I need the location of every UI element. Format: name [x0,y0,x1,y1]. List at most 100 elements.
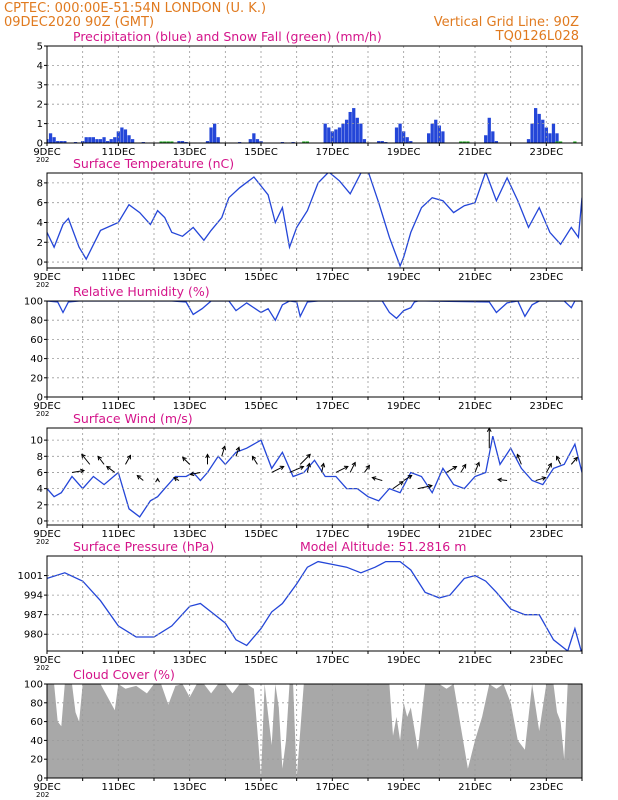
y-tick-label: 980 [24,630,43,641]
panel-data [47,173,582,268]
wind-arrow-head [371,476,377,481]
wind-arrow-shaft [97,456,105,465]
wind-arrow-head [251,455,257,461]
precip-bar [430,123,434,143]
precip-bar [323,123,327,143]
panel-background [47,301,582,397]
x-tick-label: 23DEC [529,147,563,158]
wind-arrow-shaft [299,454,311,465]
x-tick-label: 19DEC [387,401,421,412]
precip-bar [437,125,441,143]
precip-bar [487,117,491,143]
wind-arrow-head [320,462,326,468]
header-model-code: TQ0126L028 [495,29,579,44]
wind-panel-title: Surface Wind (m/s) [73,411,193,426]
snow-bar [170,141,174,143]
wind-arrow-shaft [446,466,457,473]
wind-arrow-shaft [516,454,522,465]
wind-arrow-shaft [535,477,546,482]
panel-frame [46,427,583,526]
wind-arrow-head [235,446,241,452]
precip-bar [341,123,345,143]
snow-bar [462,141,466,143]
temp-series-line [47,173,582,268]
x-tick-label: 17DEC [315,782,349,793]
precip-bar [409,141,413,143]
y-tick-label: 6 [37,198,43,209]
wind-arrow-shaft [182,457,191,465]
cloud-cover-area [47,684,582,778]
y-tick-label: 8 [37,452,43,463]
precip-bar [434,119,438,143]
wind-arrow-shaft [392,481,404,490]
precip-bar [534,108,538,143]
y-tick-label: 994 [24,591,43,602]
x-tick-label: 13DEC [173,401,207,412]
wind-arrow-head [547,462,552,468]
x-tick-label: 9DEC [33,782,60,793]
precip-bar [216,137,220,143]
x-year-stub: 202 [36,156,49,164]
x-tick-label: 13DEC [173,272,207,283]
precip-bar [526,139,531,143]
x-tick-label: 11DEC [101,401,135,412]
y-tick-label: 40 [30,354,43,365]
wind-arrow-head [205,453,210,459]
wind-arrow-shaft [417,485,433,490]
wind-arrow-head [343,465,349,470]
wind-arrow-head [398,480,404,486]
precip-bar [352,108,356,143]
wind-arrow-head [351,461,356,467]
precip-bar [255,139,260,143]
y-tick-label: 987 [24,610,43,621]
header-grid-note: Vertical Grid Line: 90Z [434,15,579,30]
x-tick-label: 11DEC [101,147,135,158]
snow-bar [305,141,309,143]
panels: 0 1 2 3 4 5 9DEC 11DEC 13DEC 15DEC 17DEC 19DEC 21DEC… [18,29,583,799]
wind-arrow-head [181,456,187,462]
x-tick-label: 21DEC [458,529,492,540]
x-tick-label: 11DEC [101,782,135,793]
wind-arrow-head [573,456,578,462]
x-tick-label: 13DEC [173,147,207,158]
y-tick-label: 80 [30,698,43,709]
precip-bar [180,141,185,143]
precip-bar [484,135,488,143]
precip-bar [47,139,49,143]
panel-cloud: 0 20 40 60 80 100 9DEC 11DEC 13DEC 15DEC 17DEC 19DE… [24,667,583,799]
wind-arrow-shaft [306,463,310,473]
wind-arrow-shaft [364,465,370,473]
precip-bar [544,127,548,143]
x-tick-label: 19DEC [387,782,421,793]
y-tick-label: 8 [37,178,43,189]
wind-arrow-head [541,476,547,481]
wind-arrow-shaft [252,456,258,465]
x-tick-label: 15DEC [244,655,278,666]
wind-arrow-shaft [556,456,562,465]
wind-arrow-head [279,465,285,470]
wind-arrow-shaft [289,465,304,473]
wind-arrow-shaft [545,463,552,473]
panel-background [47,173,582,268]
precip-bar [209,127,213,143]
precip-bar [555,133,559,143]
x-tick-label: 15DEC [244,401,278,412]
precip-bar [205,141,210,143]
wind-arrow-shaft [570,457,578,465]
y-tick-label: 20 [30,373,43,384]
snow-bar [459,141,463,143]
x-tick-label: 17DEC [315,147,349,158]
precip-bar [63,141,67,143]
snow-bar [166,141,170,143]
x-tick-label: 23DEC [529,529,563,540]
x-tick-label: 21DEC [458,147,492,158]
precip-bar [337,127,342,143]
precip-bar [334,129,338,143]
precip-bar [120,127,124,143]
snow-bar [163,141,167,143]
precip-bar [91,137,95,143]
x-tick-label: 11DEC [101,655,135,666]
precip-bar [248,139,252,143]
x-tick-label: 9DEC [33,529,60,540]
